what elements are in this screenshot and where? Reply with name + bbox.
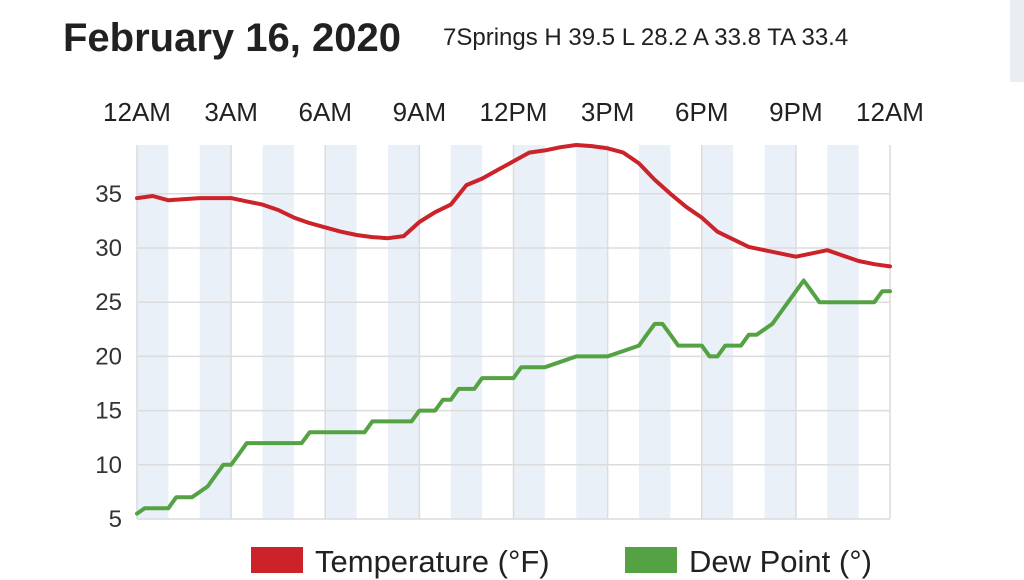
hour-band — [137, 145, 169, 519]
y-axis-ticks: 5 10 15 20 25 30 35 — [95, 181, 122, 533]
hour-band — [827, 145, 859, 519]
hour-band — [764, 145, 796, 519]
x-tick-label: 6AM — [299, 97, 352, 127]
window-edge-strip — [1010, 0, 1024, 82]
x-tick-label: 3PM — [581, 97, 634, 127]
y-tick-label: 15 — [95, 398, 122, 425]
hour-band — [450, 145, 483, 519]
x-tick-label: 9PM — [769, 97, 822, 127]
y-tick-label: 30 — [95, 235, 122, 262]
hour-band — [325, 145, 357, 519]
page-title: February 16, 2020 — [63, 16, 401, 60]
hour-band — [576, 145, 608, 519]
legend-label: Temperature (°F) — [315, 544, 550, 579]
y-tick-label: 5 — [109, 506, 122, 533]
x-tick-label: 6PM — [675, 97, 728, 127]
legend-swatch — [251, 547, 303, 573]
y-tick-label: 35 — [95, 181, 122, 208]
x-tick-label: 3AM — [204, 97, 257, 127]
legend-label: Dew Point (°) — [689, 544, 872, 579]
hour-band — [513, 145, 545, 519]
x-tick-label: 12PM — [480, 97, 548, 127]
series-lines — [135, 143, 892, 516]
hour-band — [262, 145, 294, 519]
y-tick-label: 10 — [95, 452, 122, 479]
station-summary: 7Springs H 39.5 L 28.2 A 33.8 TA 33.4 — [443, 24, 849, 51]
grid-lines — [136, 145, 891, 520]
x-tick-label: 12AM — [103, 97, 171, 127]
x-axis-ticks: 12AM 3AM 6AM 9AM 12PM 3PM 6PM 9PM 12AM — [103, 97, 924, 127]
hour-band — [701, 145, 734, 519]
legend: Temperature (°F) Dew Point (°) — [251, 544, 872, 579]
dew-point-line — [135, 278, 892, 516]
hour-band — [639, 145, 671, 519]
temperature-line — [135, 143, 892, 269]
hour-band — [388, 145, 420, 519]
legend-swatch — [625, 547, 677, 573]
x-tick-label: 12AM — [856, 97, 924, 127]
x-tick-label: 9AM — [393, 97, 446, 127]
y-tick-label: 25 — [95, 289, 122, 316]
y-tick-label: 20 — [95, 343, 122, 370]
hour-band — [199, 145, 232, 519]
